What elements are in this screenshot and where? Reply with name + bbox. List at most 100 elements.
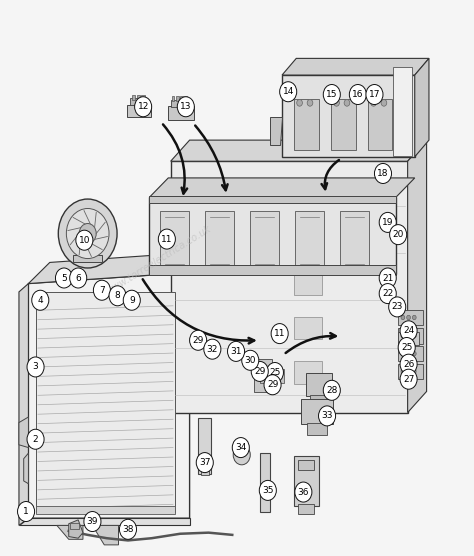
Text: 21: 21 [382,274,393,282]
Circle shape [196,453,213,473]
Text: 5: 5 [61,274,67,282]
Text: 7: 7 [99,286,105,295]
FancyBboxPatch shape [36,292,175,512]
FancyBboxPatch shape [294,317,322,339]
FancyBboxPatch shape [198,418,211,474]
Circle shape [412,351,416,356]
FancyBboxPatch shape [260,453,270,512]
FancyBboxPatch shape [268,369,275,383]
FancyBboxPatch shape [160,211,189,267]
Text: 35: 35 [262,486,273,495]
Circle shape [401,351,405,356]
Polygon shape [19,417,28,448]
Circle shape [123,290,140,310]
Circle shape [379,268,396,288]
Text: 9: 9 [129,296,135,305]
FancyBboxPatch shape [340,211,369,267]
Text: 6: 6 [75,274,81,282]
Polygon shape [19,284,28,525]
FancyBboxPatch shape [310,395,327,407]
FancyBboxPatch shape [294,456,319,506]
Circle shape [407,315,410,320]
FancyBboxPatch shape [398,328,423,344]
Circle shape [135,97,152,117]
Circle shape [109,286,126,306]
Circle shape [400,354,417,374]
FancyBboxPatch shape [254,359,272,375]
FancyBboxPatch shape [254,376,272,392]
Text: 37: 37 [199,458,210,467]
Circle shape [374,163,392,183]
Polygon shape [149,178,415,197]
Circle shape [79,224,96,244]
FancyBboxPatch shape [130,98,147,105]
Text: 27: 27 [403,375,414,384]
Text: 29: 29 [192,336,204,345]
Text: 10: 10 [79,236,90,245]
Circle shape [84,512,101,532]
Circle shape [271,324,288,344]
Polygon shape [28,272,190,518]
Polygon shape [73,255,102,262]
Text: www.torreelectrica.co.uk: www.torreelectrica.co.uk [104,224,213,297]
Circle shape [251,361,268,381]
FancyBboxPatch shape [201,469,209,475]
Text: 13: 13 [180,102,191,111]
Circle shape [398,337,415,358]
FancyBboxPatch shape [398,310,423,325]
FancyBboxPatch shape [298,460,314,470]
Text: 23: 23 [392,302,403,311]
Text: 30: 30 [245,356,256,365]
Text: 11: 11 [161,235,173,244]
FancyBboxPatch shape [141,95,145,100]
Circle shape [18,502,35,522]
Text: 26: 26 [403,360,414,369]
Polygon shape [282,58,429,75]
Polygon shape [92,525,118,545]
Polygon shape [415,58,429,157]
Circle shape [344,100,350,106]
FancyBboxPatch shape [306,373,332,396]
Text: 38: 38 [122,525,134,534]
Text: 1: 1 [23,507,29,516]
Polygon shape [282,75,415,157]
Circle shape [307,100,313,106]
FancyBboxPatch shape [294,272,322,295]
FancyBboxPatch shape [368,99,392,150]
Circle shape [412,369,416,374]
Text: 19: 19 [382,218,393,227]
FancyBboxPatch shape [398,346,423,361]
FancyBboxPatch shape [398,332,419,345]
Polygon shape [171,161,408,413]
Text: 29: 29 [254,367,265,376]
Circle shape [27,357,44,377]
Text: 18: 18 [377,169,389,178]
Text: 39: 39 [87,517,98,526]
Text: 2: 2 [33,435,38,444]
Text: 31: 31 [230,347,242,356]
Circle shape [66,208,109,259]
Circle shape [76,230,93,250]
FancyBboxPatch shape [149,265,396,275]
Text: 16: 16 [352,90,364,99]
Circle shape [295,482,312,502]
Circle shape [412,315,416,320]
FancyBboxPatch shape [301,399,333,424]
Text: 20: 20 [392,230,404,239]
Circle shape [158,229,175,249]
Circle shape [400,321,417,341]
Circle shape [366,85,383,105]
Circle shape [190,330,207,350]
FancyBboxPatch shape [171,100,192,107]
Text: 8: 8 [115,291,120,300]
Polygon shape [28,251,211,284]
Text: 29: 29 [267,380,278,389]
Text: 3: 3 [33,363,38,371]
Text: 12: 12 [137,102,149,111]
FancyBboxPatch shape [260,369,267,383]
Circle shape [371,100,376,106]
FancyBboxPatch shape [307,423,327,435]
Circle shape [319,406,336,426]
Circle shape [401,334,405,338]
Circle shape [412,334,416,338]
